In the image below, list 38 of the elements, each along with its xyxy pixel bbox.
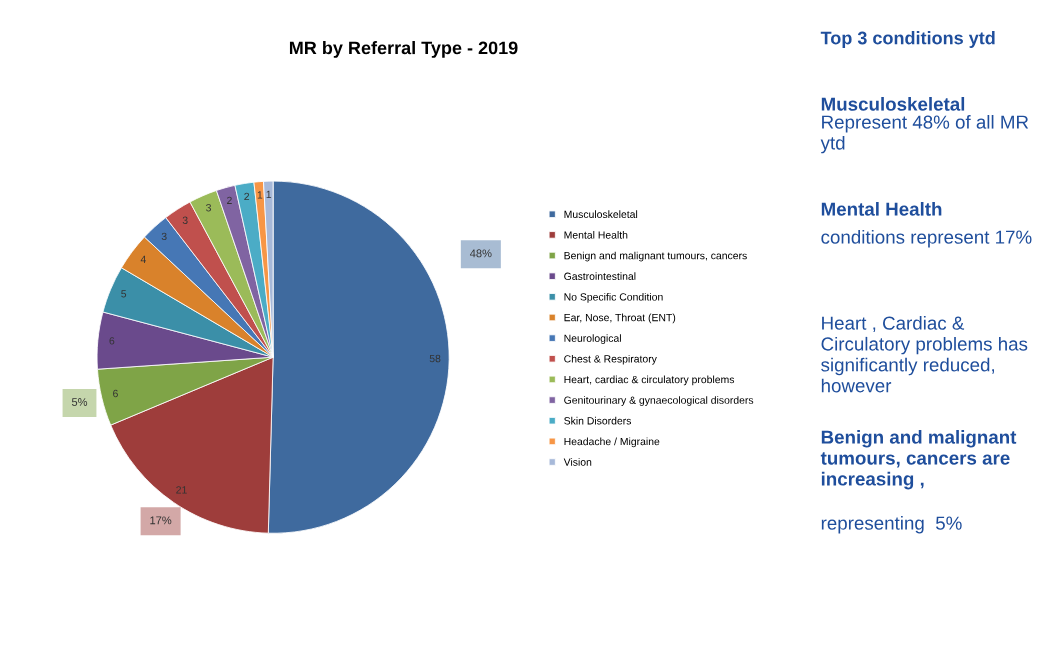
- data-label: 5: [121, 290, 127, 298]
- data-label: 6: [109, 337, 115, 345]
- legend-label: Heart, cardiac & circulatory problems: [564, 375, 735, 386]
- legend-label: No Specific Condition: [564, 292, 663, 303]
- text: Mental Health: [821, 202, 942, 216]
- legend-label: Neurological: [564, 334, 621, 344]
- data-label: 58: [429, 354, 441, 363]
- data-label: 3: [206, 204, 212, 212]
- legend-label: Headache / Migraine: [564, 437, 660, 448]
- text: Heart , Cardiac & Circulatory problems has significantly reduced, however: [821, 316, 1028, 393]
- chart-title: MR by Referral Type - 2019: [289, 41, 518, 58]
- text: conditions represent 17%: [821, 230, 1032, 248]
- text: representing 5%: [821, 516, 962, 534]
- data-label: 4: [140, 255, 146, 263]
- text: Benign and malignant tumours, cancers are increasing ,: [820, 430, 1017, 490]
- data-label: 2: [227, 196, 232, 204]
- legend-label: Musculoskeletal: [564, 210, 638, 219]
- data-label: 6: [113, 389, 118, 398]
- data-label: 21: [176, 486, 187, 494]
- text: 48%: [469, 249, 492, 258]
- legend-label: Ear, Nose, Throat (ENT): [564, 313, 676, 324]
- legend-label: Genitourinary & gynaecological disorders: [564, 396, 754, 406]
- text: Top 3 conditions ytd: [820, 31, 995, 48]
- text: Musculoskeletal: [821, 97, 965, 111]
- legend-label: Chest & Respiratory: [564, 354, 657, 365]
- legend-label: Vision: [563, 458, 592, 466]
- text: 5%: [71, 398, 88, 406]
- data-label: 2: [244, 192, 250, 201]
- legend-label: Gastrointestinal: [564, 272, 636, 280]
- legend-label: Benign and malignant tumours, cancers: [564, 251, 747, 262]
- text: 17%: [150, 516, 172, 525]
- data-label: 1: [266, 190, 272, 198]
- legend-label: Mental Health: [564, 231, 628, 239]
- text: Represent 48% of all MR ytd: [820, 115, 1029, 154]
- data-label: 3: [161, 232, 167, 241]
- data-label: 3: [182, 216, 188, 224]
- data-label: 1: [257, 191, 263, 199]
- legend-label: Skin Disorders: [564, 416, 632, 425]
